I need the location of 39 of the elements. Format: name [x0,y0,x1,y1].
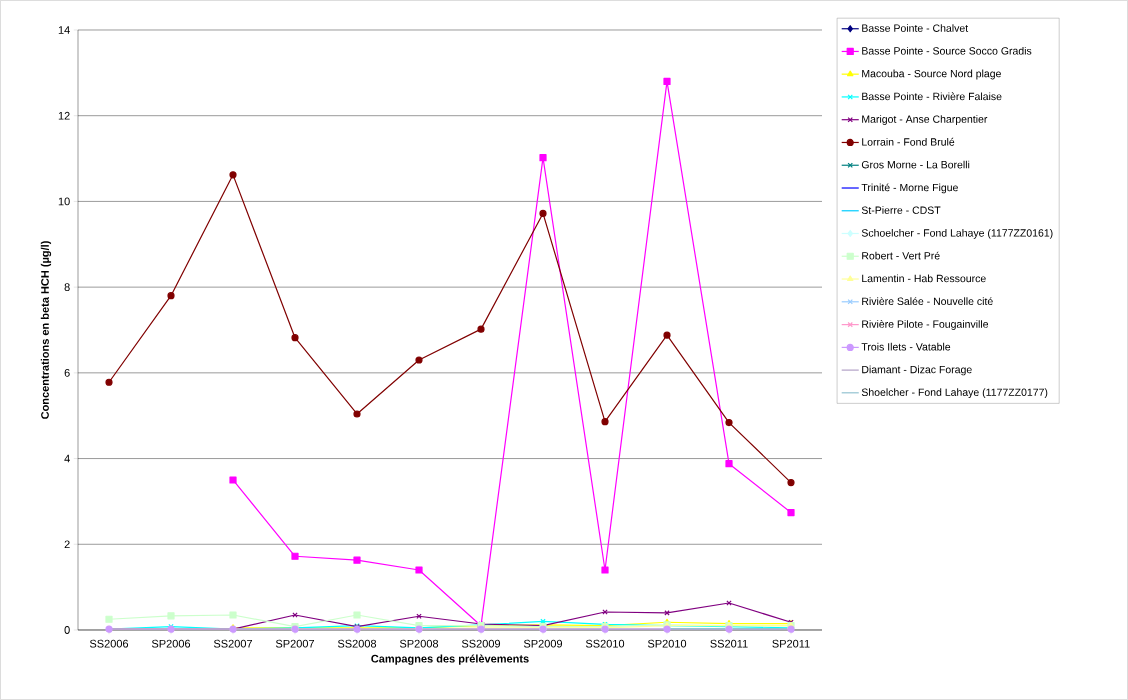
legend-label: Rivière Salée - Nouvelle cité [862,297,993,306]
x-tick-label: SP2011 [772,639,810,648]
legend-label: Schoelcher - Fond Lahaye (1177ZZ0161) [861,228,1053,239]
legend-label: Rivière Pilote - Fougainville [862,320,989,330]
y-tick-label: 0 [64,626,70,634]
legend-label: Gros Morne - La Borelli [861,160,970,169]
y-tick-label: 10 [58,197,70,206]
legend-label: Trois Ilets - Vatable [861,342,951,351]
legend-label: Macouba - Source Nord plage [862,69,1001,80]
x-tick-label: SS2007 [213,639,253,648]
x-tick-label: SP2010 [647,639,687,648]
legend-label: Marigot - Anse Charpentier [862,115,988,125]
legend-label: Robert - Vert Pré [862,251,940,260]
x-axis-title: Campagnes des prélèvements [371,654,529,665]
legend-label: St-Pierre - CDST [861,206,941,214]
y-tick-label: 6 [64,368,70,377]
x-tick-label: SP2008 [399,639,439,648]
x-tick-label: SS2011 [710,639,748,648]
y-tick-label: 14 [58,26,70,34]
x-tick-label: SS2009 [461,639,501,648]
legend-label: Diamant - Dizac Forage [862,365,972,376]
legend-label: Trinité - Morne Figue [861,183,958,194]
x-tick-label: SS2010 [585,639,625,648]
x-tick-label: SS2006 [89,639,129,648]
legend-label: Basse Pointe - Source Socco Gradis [862,46,1032,55]
x-tick-label: SP2007 [275,639,315,648]
x-tick-label: SP2006 [151,639,191,648]
legend-label: Lorrain - Fond Brulé [862,137,955,146]
y-tick-label: 12 [58,111,70,120]
legend-label: Lamentin - Hab Ressource [862,274,986,283]
y-tick-label: 4 [64,454,70,463]
y-tick-label: 2 [64,540,70,549]
y-tick-label: 8 [64,283,70,292]
y-axis-title: Concentrations en beta HCH (µg/l) [40,241,52,419]
legend-label: Shoelcher - Fond Lahaye (1177ZZ0177) [861,388,1048,399]
x-tick-label: SS2008 [337,639,377,648]
legend-label: Basse Pointe - Chalvet [862,24,969,32]
legend-label: Basse Pointe - Rivière Falaise [862,92,1002,101]
x-tick-label: SP2009 [523,639,563,648]
